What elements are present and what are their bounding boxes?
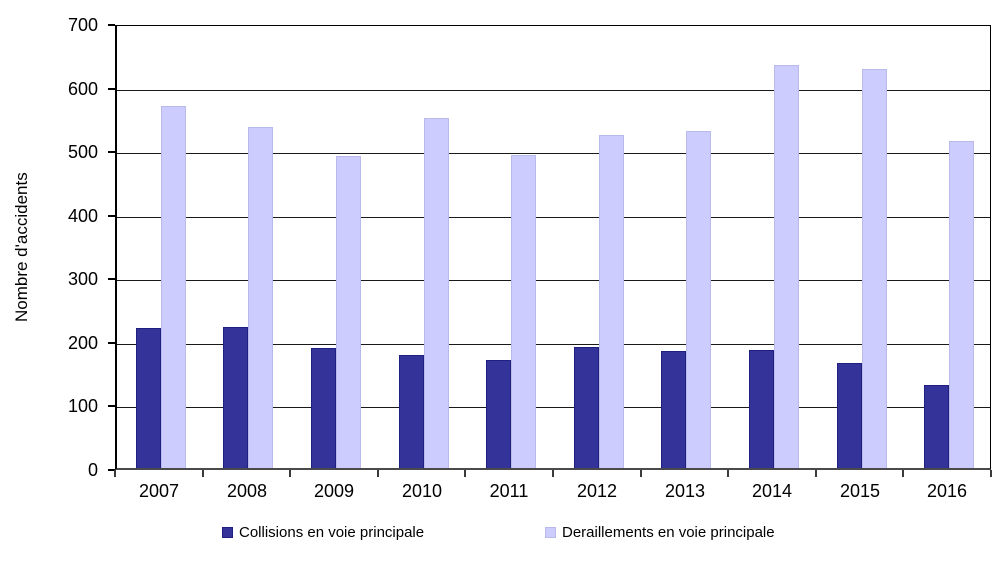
legend-label-deraillements: Deraillements en voie principale [562,524,775,541]
y-tick-label-0: 0 [87,460,98,480]
x-tick-label-2012: 2012 [576,481,618,501]
x-tick-label-2013: 2013 [664,481,706,501]
plot-area [115,25,991,470]
legend: Collisions en voie principale Derailleme… [0,524,1000,546]
y-tick-mark [108,215,115,217]
y-tick-label-400: 400 [67,206,98,226]
x-tick-label-2014: 2014 [751,481,793,501]
deraillements-swatch-icon [545,527,556,538]
bar-deraillements-2013 [686,131,711,468]
bar-deraillements-2008 [248,127,273,468]
bar-collisions-2008 [223,327,248,468]
y-tick-mark [108,278,115,280]
bar-deraillements-2007 [161,106,186,468]
y-tick-label-100: 100 [67,396,98,416]
bar-deraillements-2010 [424,118,449,468]
x-tick-mark [815,470,817,477]
bar-deraillements-2012 [599,135,624,468]
x-tick-label-2009: 2009 [313,481,355,501]
x-tick-mark [202,470,204,477]
gridline-600 [117,90,990,91]
bar-deraillements-2009 [336,156,361,468]
bar-collisions-2013 [661,351,686,468]
gridline-100 [117,407,990,408]
bar-collisions-2012 [574,347,599,468]
x-tick-label-2016: 2016 [926,481,968,501]
y-tick-mark [108,24,115,26]
x-tick-mark [727,470,729,477]
bar-collisions-2014 [749,350,774,468]
bar-deraillements-2015 [862,69,887,468]
x-tick-mark [990,470,992,477]
bar-collisions-2015 [837,363,862,468]
gridline-500 [117,153,990,154]
x-tick-label-2010: 2010 [401,481,443,501]
x-tick-mark [552,470,554,477]
y-tick-label-700: 700 [67,15,98,35]
bar-deraillements-2014 [774,65,799,468]
y-tick-label-600: 600 [67,79,98,99]
bar-deraillements-2016 [949,141,974,468]
collisions-swatch-icon [222,527,233,538]
legend-label-collisions: Collisions en voie principale [239,524,425,541]
y-tick-mark [108,469,115,471]
x-tick-label-2008: 2008 [226,481,268,501]
y-tick-mark [108,151,115,153]
y-tick-mark [108,405,115,407]
x-tick-label-2015: 2015 [839,481,881,501]
bar-collisions-2011 [486,360,511,468]
y-tick-mark [108,88,115,90]
x-tick-label-2007: 2007 [138,481,180,501]
x-tick-mark [640,470,642,477]
legend-item-deraillements: Deraillements en voie principale [545,524,775,541]
y-tick-mark [108,342,115,344]
x-tick-mark [464,470,466,477]
y-axis-title: Nombre d'accidents [12,172,31,323]
gridline-300 [117,280,990,281]
y-tick-label-500: 500 [67,142,98,162]
legend-item-collisions: Collisions en voie principale [222,524,424,541]
gridline-200 [117,344,990,345]
gridline-400 [117,217,990,218]
x-tick-mark [377,470,379,477]
x-tick-mark [114,470,116,477]
bar-collisions-2009 [311,348,336,468]
bar-collisions-2007 [136,328,161,468]
bar-collisions-2010 [399,355,424,468]
y-tick-label-300: 300 [67,269,98,289]
x-tick-mark [902,470,904,477]
bar-collisions-2016 [924,385,949,468]
bar-deraillements-2011 [511,155,536,468]
x-tick-mark [289,470,291,477]
y-tick-label-200: 200 [67,333,98,353]
x-tick-label-2011: 2011 [489,481,529,501]
